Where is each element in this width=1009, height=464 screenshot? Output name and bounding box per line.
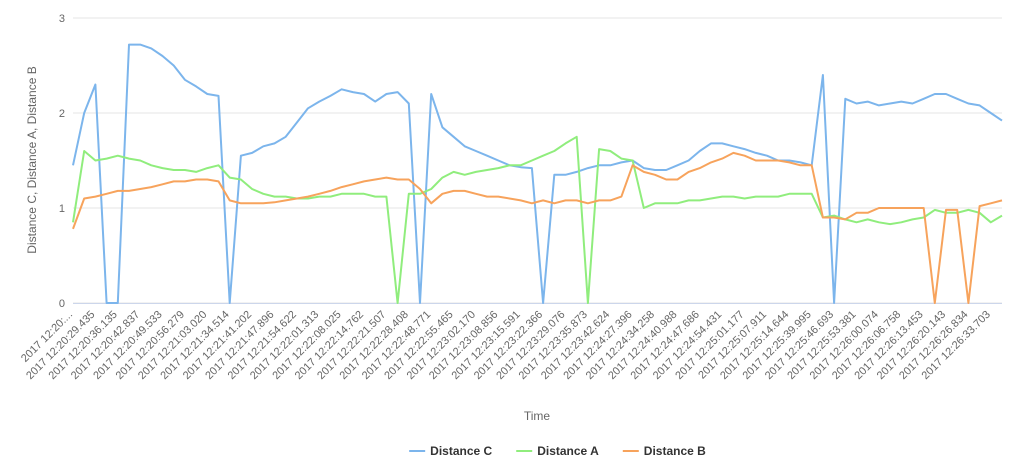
y-tick-label: 2 <box>59 108 65 120</box>
y-tick-label: 3 <box>59 13 65 25</box>
series-line <box>72 151 1003 304</box>
legend: Distance C Distance A Distance B <box>409 444 706 458</box>
series-line <box>72 43 1003 304</box>
legend-label: Distance B <box>644 444 706 458</box>
y-tick-label: 1 <box>59 203 65 215</box>
legend-label: Distance C <box>430 444 492 458</box>
x-axis-title: Time <box>524 409 551 423</box>
y-axis-title: Distance C, Distance A, Distance B <box>25 66 39 253</box>
series-line <box>72 135 1003 304</box>
legend-label: Distance A <box>537 444 599 458</box>
y-tick-label: 0 <box>59 298 65 310</box>
